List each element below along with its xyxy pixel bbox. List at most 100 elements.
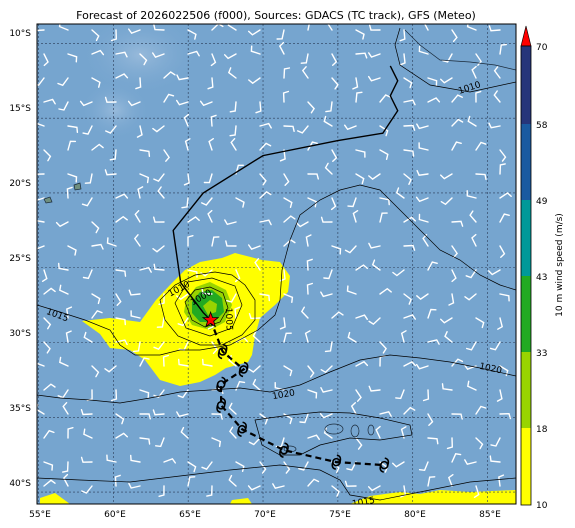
map-area: 1010 1015 1010 1000 1005 1020 1020 1015 <box>37 24 516 504</box>
wind-barb <box>499 213 510 223</box>
wind-barb <box>471 233 477 247</box>
wind-barb <box>300 306 309 319</box>
wind-barb <box>403 244 416 251</box>
wind-barb <box>201 287 213 295</box>
wind-barb <box>248 437 261 446</box>
wind-barb <box>187 476 196 487</box>
wind-barb <box>55 221 69 228</box>
wind-barb <box>229 426 237 439</box>
wind-barb <box>211 413 223 420</box>
map-title: Forecast of 2026022506 (f000), Sources: … <box>76 9 476 22</box>
wind-barb <box>250 45 261 55</box>
wind-barb <box>62 473 69 487</box>
wind-barb <box>368 317 381 325</box>
wind-barb <box>224 219 237 226</box>
wind-barb <box>418 461 429 472</box>
wind-barb <box>152 125 165 133</box>
wind-barb <box>136 125 143 138</box>
wind-barb <box>416 169 429 176</box>
wind-speed-shading <box>40 253 516 504</box>
wind-barb <box>226 293 237 303</box>
wind-barb <box>355 29 365 40</box>
wind-barb <box>37 197 45 201</box>
wind-barb <box>427 308 437 319</box>
wind-barb <box>306 258 313 271</box>
wind-barb <box>43 461 54 471</box>
current-position-star <box>201 310 220 328</box>
wind-barb <box>115 51 128 58</box>
wind-barb <box>110 29 118 42</box>
wind-barb <box>283 197 293 208</box>
wind-barb <box>211 437 222 448</box>
wind-barb <box>400 426 407 439</box>
wind-barb <box>352 77 359 90</box>
isobar-label: 1020 <box>272 388 297 402</box>
wind-barb <box>442 53 453 63</box>
wind-barb <box>278 41 285 55</box>
wind-barb <box>163 149 170 162</box>
wind-barb <box>331 53 338 66</box>
cyclone-hook <box>379 457 390 473</box>
wind-barb <box>279 269 286 282</box>
wind-barb <box>299 413 309 424</box>
wind-barb <box>248 77 261 85</box>
wind-barb <box>153 216 165 223</box>
island <box>43 196 53 204</box>
wind-barb <box>187 269 198 278</box>
wind-barb <box>115 269 127 277</box>
wind-barb <box>104 96 117 103</box>
wind-barb <box>331 461 340 474</box>
wind-barb <box>228 474 237 487</box>
wind-barb <box>80 409 93 416</box>
wind-barb <box>475 437 484 450</box>
wind-barb <box>91 365 100 378</box>
wind-barb <box>91 309 103 319</box>
tick-label-lon: 65°E <box>179 510 201 520</box>
wind-barb <box>248 244 261 250</box>
wind-barb <box>81 197 93 207</box>
wind-barb <box>43 149 52 162</box>
wind-barb <box>83 428 93 439</box>
wind-barb <box>371 259 381 271</box>
wind-barb <box>80 456 93 463</box>
wind-barb <box>446 437 454 450</box>
wind-barb <box>181 197 189 209</box>
wind-barb <box>464 293 477 301</box>
wind-barb <box>187 235 194 247</box>
wind-barb <box>228 402 237 415</box>
wind-barb <box>235 197 245 208</box>
wind-barb <box>163 71 176 79</box>
wind-barb <box>403 314 416 320</box>
tick-label-lat: 20°S <box>9 179 31 189</box>
wind-barb <box>283 332 292 343</box>
wind-barb <box>211 341 218 354</box>
cyclone-track <box>172 65 399 473</box>
wind-barb <box>331 149 338 162</box>
tick-label-lon: 75°E <box>329 510 351 520</box>
wind-barb <box>307 24 310 31</box>
wind-barb <box>199 100 213 107</box>
wind-barb <box>448 293 455 306</box>
wind-barb <box>368 242 381 249</box>
wind-barb <box>440 197 453 206</box>
wind-barb <box>305 234 312 247</box>
wind-barb <box>235 380 246 391</box>
wind-barb <box>344 480 357 487</box>
wind-barb <box>183 113 190 127</box>
wind-barb <box>496 389 503 402</box>
wind-barb <box>323 269 333 280</box>
cyclone-hook <box>238 361 249 378</box>
wind-barb <box>153 341 165 351</box>
wind-barb <box>272 483 285 490</box>
wind-barb <box>91 293 101 305</box>
wind-barb <box>471 65 477 79</box>
wind-barb <box>451 118 464 127</box>
wind-barb <box>157 186 165 199</box>
wind-barb <box>283 125 295 132</box>
wind-barb <box>427 476 436 487</box>
wind-barb <box>379 410 392 417</box>
wind-barb <box>139 437 151 445</box>
wind-barb <box>37 122 45 127</box>
tick-label-lat: 30°S <box>9 329 31 339</box>
wind-barb <box>368 75 381 82</box>
